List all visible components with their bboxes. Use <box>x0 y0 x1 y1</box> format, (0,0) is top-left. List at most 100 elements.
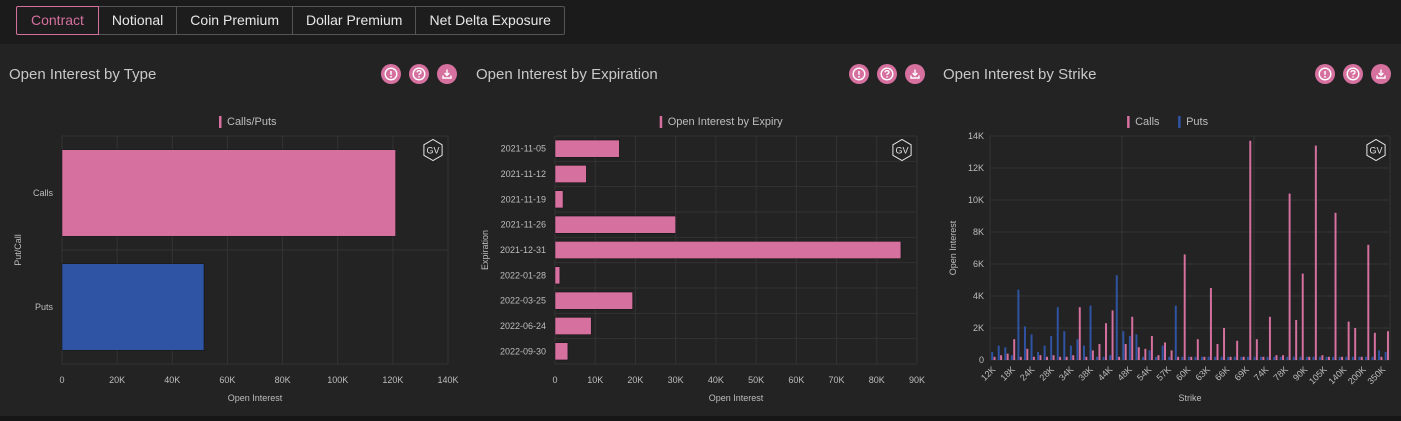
info-icon[interactable] <box>1315 64 1335 84</box>
bar-puts <box>1358 356 1361 360</box>
bar-puts <box>1246 356 1249 360</box>
x-tick-label: 80K <box>275 375 291 385</box>
bar-calls <box>1085 356 1088 360</box>
panel-oi-by-expiration: Open Interest by Expiration 0 10K 20K 30K 40… <box>467 44 934 416</box>
bar-puts <box>1345 356 1348 360</box>
help-icon[interactable] <box>409 64 429 84</box>
bar-puts <box>1286 356 1289 360</box>
bottom-strip <box>0 416 1401 421</box>
bar-puts <box>1109 355 1112 360</box>
bar-calls <box>1118 356 1121 360</box>
bar-puts <box>1017 289 1020 360</box>
bar <box>61 149 396 237</box>
bar-puts <box>1273 356 1276 360</box>
bar-calls <box>1301 273 1304 360</box>
x-tick-label: 0 <box>552 375 557 385</box>
legend[interactable]: Calls Puts <box>1127 116 1209 128</box>
bar-puts <box>1233 356 1236 360</box>
download-icon[interactable] <box>905 64 925 84</box>
tab-coin-premium[interactable]: Coin Premium <box>177 6 293 35</box>
y-tick-label: 4K <box>973 291 984 301</box>
bar-puts <box>1004 347 1007 360</box>
bar-puts <box>1220 356 1223 360</box>
legend-swatch <box>1178 116 1181 128</box>
bar <box>554 190 564 209</box>
x-tick-label: 63K <box>1194 364 1212 382</box>
bar-puts <box>1023 326 1026 360</box>
bar-puts <box>1319 356 1322 360</box>
bar-calls <box>1334 212 1337 360</box>
info-icon[interactable] <box>381 64 401 84</box>
bar <box>554 342 569 361</box>
x-tick-label: 0 <box>59 375 64 385</box>
legend-label: Puts <box>1186 116 1209 128</box>
bar-puts <box>1351 356 1354 360</box>
bar-puts <box>1299 356 1302 360</box>
x-tick-label: 40K <box>164 375 180 385</box>
bar-calls <box>1170 350 1173 360</box>
bar-puts <box>1181 356 1184 360</box>
panel-actions <box>1315 64 1391 84</box>
top-bar: Contract Notional Coin Premium Dollar Pr… <box>0 0 1401 44</box>
x-tick-label: 140K <box>437 375 458 385</box>
tab-notional[interactable]: Notional <box>98 6 178 35</box>
bar-calls <box>1373 332 1376 360</box>
x-tick-label: 200K <box>1346 364 1368 386</box>
legend-label: Calls/Puts <box>227 116 277 128</box>
x-tick-label: 100K <box>327 375 348 385</box>
bar-puts <box>1364 356 1367 360</box>
bar-puts <box>1102 356 1105 360</box>
legend[interactable]: Open Interest by Expiry <box>659 116 783 128</box>
bar-calls <box>1295 320 1298 360</box>
bar-puts <box>1115 275 1118 360</box>
info-icon[interactable] <box>849 64 869 84</box>
bar-calls <box>1006 353 1009 360</box>
x-tick-label: 74K <box>1252 364 1270 382</box>
bar-calls <box>1039 355 1042 360</box>
bar-calls <box>993 356 996 360</box>
bar-calls <box>1236 340 1239 360</box>
x-tick-label: 10K <box>587 375 603 385</box>
bar-calls <box>1157 355 1160 360</box>
bar-calls <box>1380 356 1383 360</box>
bar-calls <box>1249 140 1252 360</box>
bar-puts <box>1201 356 1203 360</box>
y-axis-label: Expiration <box>480 230 490 270</box>
x-tick-label: 80K <box>869 375 885 385</box>
bar <box>554 241 902 259</box>
x-tick-label: 350K <box>1365 364 1387 386</box>
help-icon[interactable] <box>1343 64 1363 84</box>
download-icon[interactable] <box>1371 64 1391 84</box>
chart-oi-by-type: 0 20K 40K 60K 80K 100K 120K 140K Calls Puts Open I… <box>13 116 459 403</box>
bar-puts <box>1338 356 1341 360</box>
bar-calls <box>1360 356 1363 360</box>
bar-puts <box>1332 356 1335 360</box>
bar-calls <box>1065 356 1068 360</box>
tab-net-delta-exposure[interactable]: Net Delta Exposure <box>416 6 565 35</box>
bar-puts <box>1010 355 1013 360</box>
legend-label: Open Interest by Expiry <box>668 116 783 128</box>
y-tick-label: Puts <box>35 302 54 312</box>
x-axis-label: Open Interest <box>709 393 764 403</box>
panel-title: Open Interest by Type <box>9 66 157 83</box>
bar-puts <box>1194 356 1197 360</box>
bar-puts <box>1378 350 1381 360</box>
x-tick-label: 120K <box>382 375 403 385</box>
bar-puts <box>1325 356 1328 360</box>
download-icon[interactable] <box>437 64 457 84</box>
bar <box>554 165 587 183</box>
bar-puts <box>1371 356 1374 360</box>
watermark-text: GV <box>426 146 439 156</box>
tab-dollar-premium[interactable]: Dollar Premium <box>293 6 417 35</box>
help-icon[interactable] <box>877 64 897 84</box>
panel-oi-by-type: Open Interest by Type 0 20K 40K 60K 80K 100K 1… <box>0 44 467 416</box>
y-tick-label: 10K <box>968 195 984 205</box>
y-tick-label: 2021-11-26 <box>501 220 546 230</box>
x-tick-label: 140K <box>1326 364 1348 386</box>
bar <box>554 139 620 158</box>
legend[interactable]: Calls/Puts <box>219 116 277 128</box>
bar-calls <box>1308 356 1311 360</box>
tab-contract[interactable]: Contract <box>16 6 99 35</box>
x-tick-label: 57K <box>1155 364 1173 382</box>
x-tick-label: 69K <box>1233 364 1251 382</box>
